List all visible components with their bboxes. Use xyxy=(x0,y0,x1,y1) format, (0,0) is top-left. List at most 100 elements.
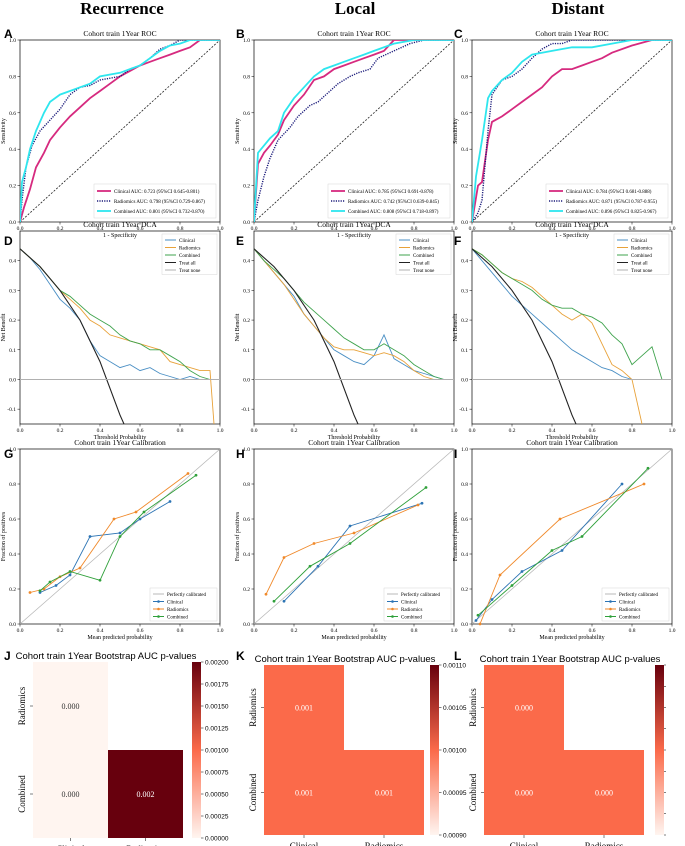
series-line-1 xyxy=(254,248,444,380)
data-point xyxy=(134,510,138,514)
column-title-recurrence: Recurrence xyxy=(80,0,164,18)
heatmap-cell-value: 0.001 xyxy=(295,789,313,798)
panel-title: Cohort train 1Year ROC xyxy=(83,29,156,38)
series-line-0 xyxy=(283,502,423,602)
legend-marker xyxy=(391,607,394,611)
data-point xyxy=(308,564,312,568)
y-tick-label: -0.1 xyxy=(459,407,468,413)
series-line-0 xyxy=(20,40,220,222)
legend-label: Treat none xyxy=(631,269,653,274)
x-tick-label: 0.8 xyxy=(411,428,418,434)
y-axis-label: Fraction of positives xyxy=(234,511,241,561)
row-label: Combined xyxy=(248,773,258,811)
y-tick-label: 0.8 xyxy=(9,482,16,488)
x-tick-label: 0.6 xyxy=(371,226,378,232)
panel-I: I Cohort train 1Year Calibration 0.0 0.2 0.4… xyxy=(452,438,676,641)
x-tick-label: 1.0 xyxy=(669,226,676,232)
column-label: Clinical xyxy=(56,844,85,846)
legend-label: Combined AUC: 0.896 (95%CI 0.825-0.967) xyxy=(566,210,657,215)
colorbar-tick-label: 0.00125 xyxy=(205,725,229,732)
data-point xyxy=(28,591,32,594)
panel-letter: E xyxy=(236,234,244,248)
heatmap-cell xyxy=(484,665,564,750)
y-tick-label: 0.4 xyxy=(9,552,16,558)
x-tick-label: 0.4 xyxy=(549,628,556,634)
plot-frame xyxy=(19,448,221,625)
data-point xyxy=(416,503,420,507)
colorbar-tick-label: 0.00100 xyxy=(443,747,467,754)
chance-diagonal xyxy=(253,39,455,223)
x-tick-label: 0.0 xyxy=(469,428,476,434)
legend-marker xyxy=(157,607,160,611)
data-point xyxy=(498,573,502,577)
series-line-1 xyxy=(29,473,189,593)
y-tick-label: 1.0 xyxy=(9,38,16,44)
legend-label: Treat all xyxy=(413,261,430,266)
y-tick-label: 0.4 xyxy=(461,552,468,558)
legend-label: Combined xyxy=(401,615,422,620)
panel-letter: K xyxy=(236,649,245,663)
data-point xyxy=(312,542,316,545)
panel-L: L Cohort train 1Year Bootstrap AUC p-valu… xyxy=(454,649,666,846)
y-tick-label: 0.2 xyxy=(9,318,16,324)
series-line-1 xyxy=(265,504,419,595)
y-tick-label: 1.0 xyxy=(243,38,250,44)
x-tick-label: 0.2 xyxy=(509,428,516,434)
panel-title: Cohort train 1Year DCA xyxy=(83,220,157,229)
panel-C: C Cohort train 1Year ROC 0.0 0.2 0.4 0.6 0.8 1.… xyxy=(453,27,676,239)
column-title-distant: Distant xyxy=(552,0,605,18)
x-tick-label: 0.8 xyxy=(177,628,184,634)
series-line-0 xyxy=(475,483,623,621)
colorbar-tick-label: 0.00000 xyxy=(205,835,229,842)
data-point xyxy=(474,619,478,622)
colorbar xyxy=(430,665,439,835)
y-tick-label: 0.6 xyxy=(243,517,250,523)
legend-label: Treat none xyxy=(179,269,201,274)
legend-label: Combined xyxy=(619,615,640,620)
panel-title: Cohort train 1Year Calibration xyxy=(526,438,618,447)
legend-label: Combined AUC: 0.801 (95%CI 0.732-0.870) xyxy=(114,210,205,215)
data-point xyxy=(478,622,482,626)
y-tick-label: 0.4 xyxy=(243,259,250,265)
panel-letter: H xyxy=(236,447,245,461)
data-point xyxy=(490,598,494,601)
data-point xyxy=(98,578,102,582)
legend-label: Perfectly calibrated xyxy=(619,593,659,598)
y-tick-label: 0.6 xyxy=(461,111,468,117)
heatmap-cell-value: 0.000 xyxy=(595,789,613,798)
legend-label: Combined AUC: 0.808 (95%CI 0.718-0.897) xyxy=(348,210,439,215)
panel-title: Cohort train 1Year Calibration xyxy=(308,438,400,447)
series-line-2 xyxy=(472,248,663,380)
y-tick-label: 0.1 xyxy=(9,348,16,354)
series-line-1 xyxy=(254,40,454,222)
data-point xyxy=(558,517,562,521)
colorbar-tick-label: 0.00110 xyxy=(443,662,466,669)
x-tick-label: 0.8 xyxy=(629,628,636,634)
x-axis-label: 1 - Specificity xyxy=(337,232,371,239)
colorbar-tick-label: 0.00150 xyxy=(205,703,229,710)
y-tick-label: 0.4 xyxy=(461,259,468,265)
legend-box xyxy=(395,233,452,275)
panel-title: Cohort train 1Year ROC xyxy=(535,29,608,38)
data-point xyxy=(38,589,42,593)
legend-label: Clinical xyxy=(167,600,183,605)
x-tick-label: 0.2 xyxy=(57,628,64,634)
y-tick-label: 0.3 xyxy=(9,288,16,294)
column-label: Clinical xyxy=(290,841,319,846)
heatmap-cell-value: 0.000 xyxy=(515,704,533,713)
y-tick-label: 0.0 xyxy=(461,220,468,226)
y-tick-label: 0.0 xyxy=(461,622,468,628)
colorbar xyxy=(655,665,664,835)
data-point xyxy=(510,584,514,587)
legend-label: Radiomics xyxy=(619,608,640,613)
x-tick-label: 0.0 xyxy=(469,226,476,232)
y-tick-label: 0.4 xyxy=(243,147,250,153)
data-point xyxy=(348,524,352,528)
series-line-0 xyxy=(39,501,171,593)
row-label: Radiomics xyxy=(468,688,478,727)
x-axis-label: Mean predicted probability xyxy=(321,635,386,641)
x-tick-label: 0.6 xyxy=(137,428,144,434)
x-tick-label: 0.0 xyxy=(17,226,24,232)
legend-marker xyxy=(609,615,612,618)
colorbar-tick-label: 0.00075 xyxy=(205,769,229,776)
